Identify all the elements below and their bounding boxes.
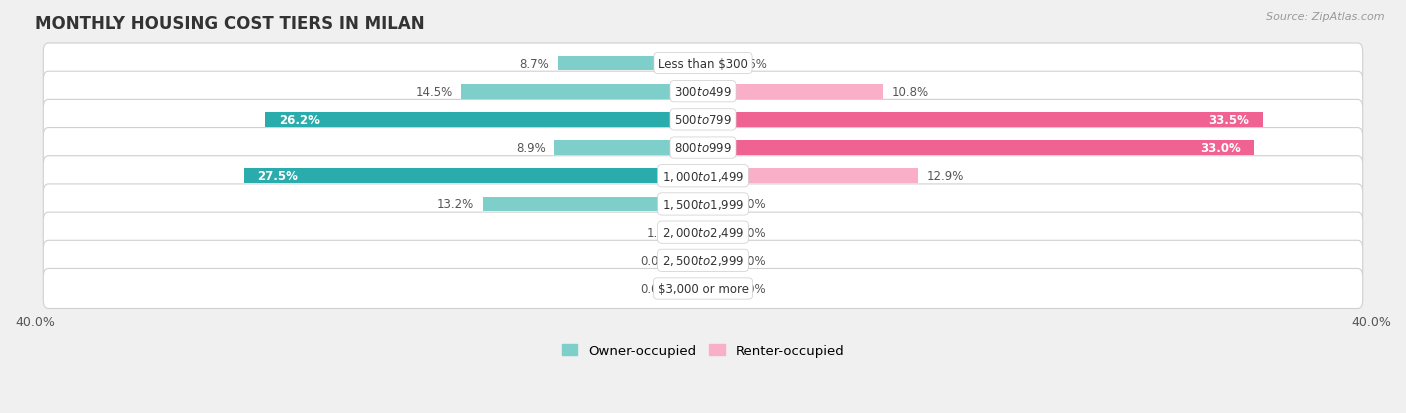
Bar	[703, 197, 728, 212]
Legend: Owner-occupied, Renter-occupied: Owner-occupied, Renter-occupied	[557, 339, 849, 362]
Bar	[703, 113, 1263, 128]
Text: $3,000 or more: $3,000 or more	[658, 282, 748, 295]
Bar	[703, 141, 1254, 156]
Text: $500 to $799: $500 to $799	[673, 114, 733, 127]
Bar	[558, 57, 703, 71]
Text: MONTHLY HOUSING COST TIERS IN MILAN: MONTHLY HOUSING COST TIERS IN MILAN	[35, 15, 425, 33]
Text: Source: ZipAtlas.com: Source: ZipAtlas.com	[1267, 12, 1385, 22]
Text: 0.0%: 0.0%	[737, 282, 766, 295]
Text: 13.2%: 13.2%	[437, 198, 474, 211]
Text: 1.1%: 1.1%	[647, 226, 676, 239]
Text: 33.5%: 33.5%	[1208, 114, 1249, 127]
Bar	[685, 225, 703, 240]
Text: 0.0%: 0.0%	[737, 254, 766, 267]
FancyBboxPatch shape	[44, 241, 1362, 281]
FancyBboxPatch shape	[44, 128, 1362, 168]
FancyBboxPatch shape	[44, 213, 1362, 252]
Text: 0.0%: 0.0%	[737, 198, 766, 211]
Bar	[703, 253, 728, 268]
Text: 10.8%: 10.8%	[891, 85, 929, 98]
Bar	[678, 282, 703, 296]
FancyBboxPatch shape	[44, 44, 1362, 84]
Text: $1,000 to $1,499: $1,000 to $1,499	[662, 169, 744, 183]
Text: $2,000 to $2,499: $2,000 to $2,499	[662, 225, 744, 240]
Text: 26.2%: 26.2%	[278, 114, 319, 127]
Text: 12.9%: 12.9%	[927, 170, 965, 183]
Text: $800 to $999: $800 to $999	[673, 142, 733, 155]
Bar	[703, 169, 918, 184]
Bar	[703, 282, 728, 296]
FancyBboxPatch shape	[44, 157, 1362, 196]
Text: $2,500 to $2,999: $2,500 to $2,999	[662, 254, 744, 268]
Text: 14.5%: 14.5%	[415, 85, 453, 98]
Text: 27.5%: 27.5%	[257, 170, 298, 183]
Text: 0.0%: 0.0%	[737, 226, 766, 239]
Text: Less than $300: Less than $300	[658, 57, 748, 70]
Bar	[461, 85, 703, 99]
Bar	[703, 85, 883, 99]
Bar	[266, 113, 703, 128]
Bar	[482, 197, 703, 212]
Bar	[703, 57, 730, 71]
Text: 0.0%: 0.0%	[640, 254, 669, 267]
Text: $1,500 to $1,999: $1,500 to $1,999	[662, 197, 744, 211]
Bar	[703, 225, 728, 240]
Text: 1.6%: 1.6%	[738, 57, 768, 70]
Bar	[554, 141, 703, 156]
FancyBboxPatch shape	[44, 269, 1362, 309]
Text: 8.9%: 8.9%	[516, 142, 546, 155]
Text: $300 to $499: $300 to $499	[673, 85, 733, 98]
FancyBboxPatch shape	[44, 185, 1362, 224]
Text: 33.0%: 33.0%	[1201, 142, 1240, 155]
FancyBboxPatch shape	[44, 72, 1362, 112]
Bar	[678, 253, 703, 268]
Text: 8.7%: 8.7%	[520, 57, 550, 70]
Text: 0.0%: 0.0%	[640, 282, 669, 295]
Bar	[243, 169, 703, 184]
FancyBboxPatch shape	[44, 100, 1362, 140]
